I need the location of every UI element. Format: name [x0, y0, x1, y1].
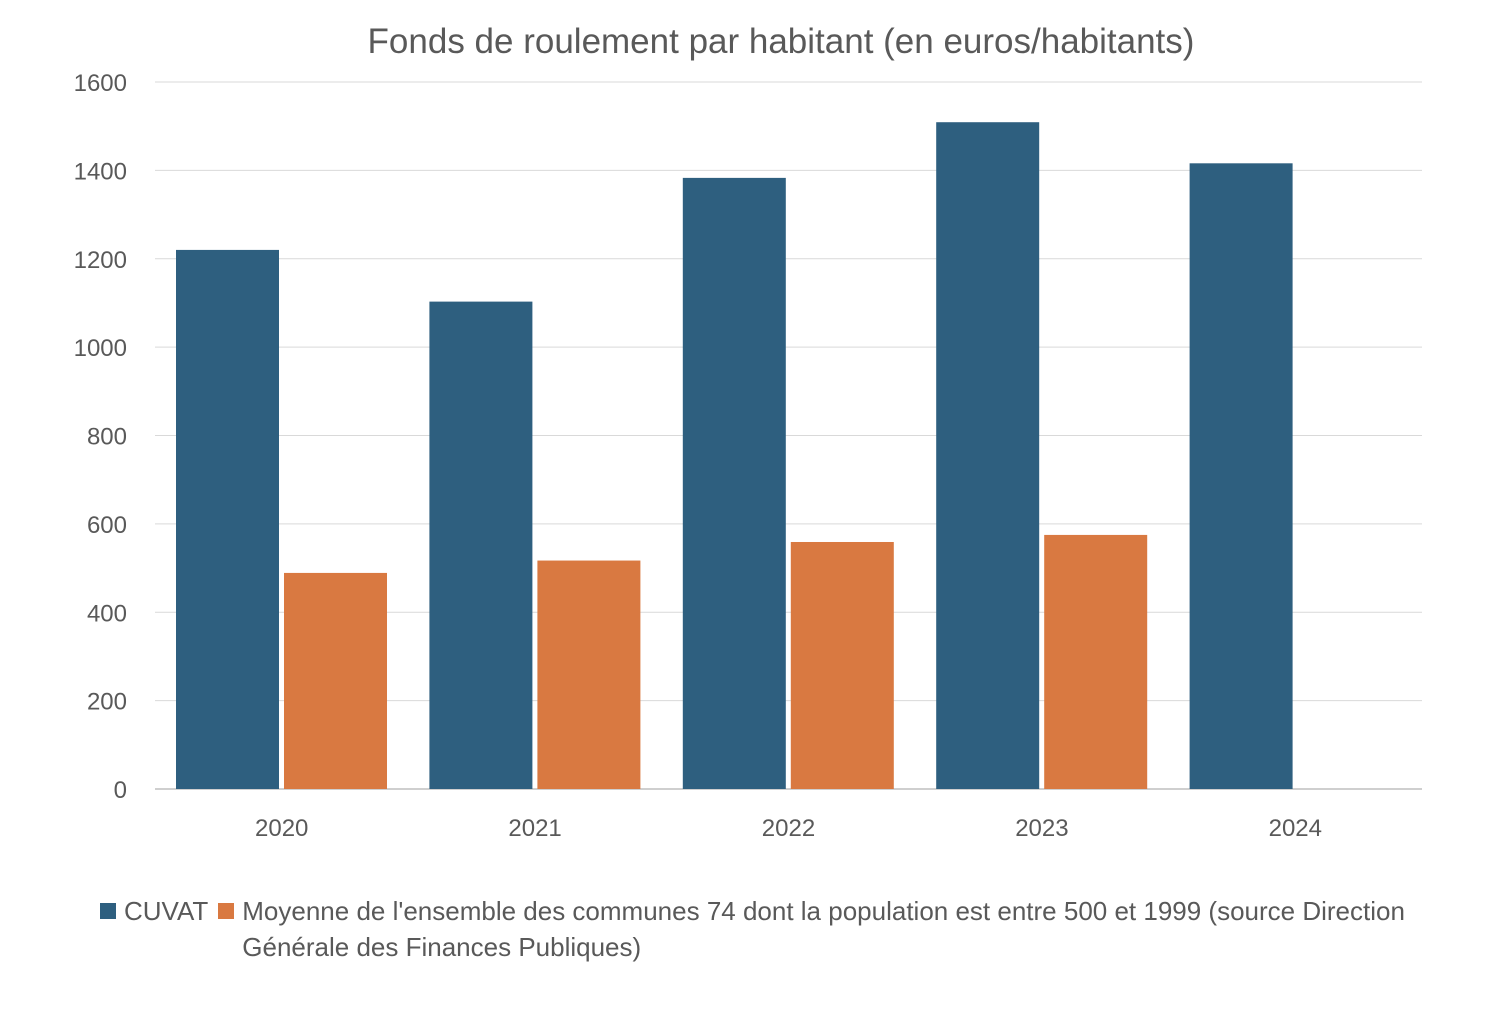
bar-cuvat-2023	[936, 122, 1040, 789]
y-tick-label: 600	[87, 512, 127, 539]
y-tick-label: 200	[87, 689, 127, 716]
legend-item-moyenne: Moyenne de l'ensemble des communes 74 do…	[218, 893, 1430, 965]
y-tick-label: 1200	[74, 247, 127, 274]
legend-label-moyenne: Moyenne de l'ensemble des communes 74 do…	[242, 896, 1405, 962]
x-tick-label: 2020	[255, 815, 308, 842]
y-tick-label: 1600	[74, 70, 127, 97]
bar-cuvat-2021	[429, 301, 533, 789]
y-tick-label: 0	[114, 777, 127, 804]
legend-swatch-moyenne	[218, 903, 235, 919]
y-axis-ticks: 0 200 400 600 800 1000 1200 1400 1600	[74, 70, 127, 804]
chart-title: Fonds de roulement par habitant (en euro…	[368, 22, 1195, 61]
y-tick-label: 800	[87, 424, 127, 451]
bar-moyenne-2023	[1044, 534, 1148, 789]
legend-item-cuvat: CUVAT	[100, 893, 208, 929]
legend-swatch-cuvat	[100, 903, 116, 919]
x-tick-label: 2023	[1015, 815, 1068, 842]
x-tick-label: 2021	[508, 815, 561, 842]
y-tick-label: 400	[87, 600, 127, 627]
legend-label-cuvat: CUVAT	[124, 896, 209, 926]
y-tick-label: 1000	[74, 335, 127, 362]
x-tick-label: 2022	[762, 815, 815, 842]
bar-cuvat-2022	[682, 177, 786, 790]
bar-moyenne-2022	[790, 541, 894, 789]
bar-cuvat-2020	[176, 249, 279, 790]
y-tick-label: 1400	[74, 158, 127, 185]
legend: CUVAT Moyenne de l'ensemble des communes…	[100, 893, 1430, 965]
bar-cuvat-2024	[1189, 163, 1293, 789]
bar-moyenne-2020	[284, 572, 387, 789]
bar-moyenne-2021	[537, 560, 641, 789]
x-tick-label: 2024	[1269, 815, 1322, 842]
bars	[176, 122, 1293, 790]
x-axis-ticks: 2020 2021 2022 2023 2024	[255, 815, 1322, 842]
